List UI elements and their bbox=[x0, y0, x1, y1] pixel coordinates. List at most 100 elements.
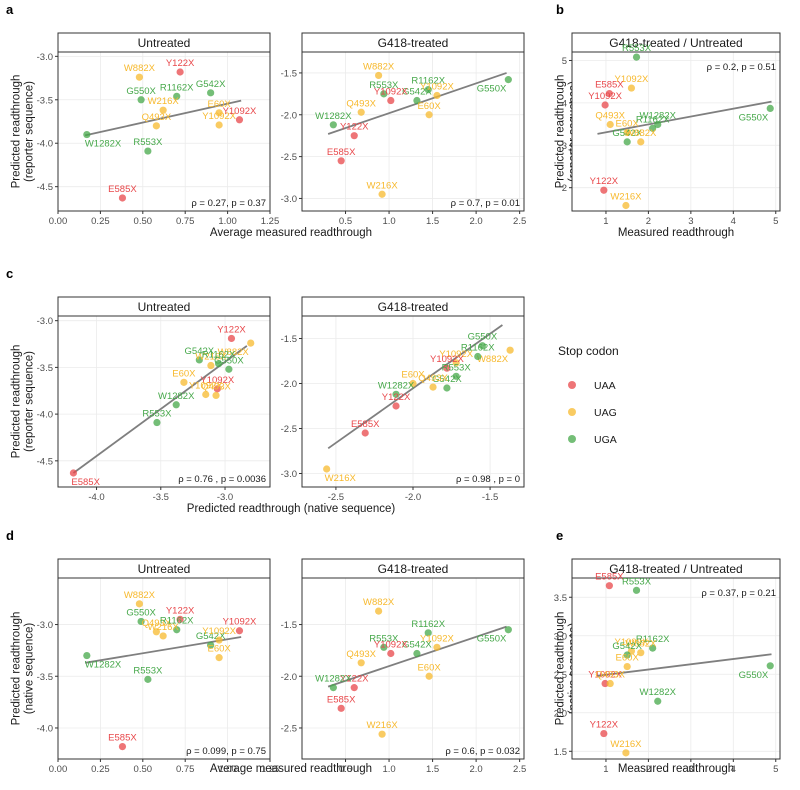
panel-letter: e bbox=[556, 528, 563, 543]
y-tick-label: -3.0 bbox=[37, 52, 53, 63]
x-tick-label: 0.75 bbox=[176, 216, 195, 227]
point-label: G542X bbox=[402, 87, 432, 98]
point-label: Y1092X bbox=[588, 670, 622, 681]
subplot-d-1: G418-treated 0.5 1.0 1.5 2.0 2.5 -2.5 -2.0 -1.5 W… bbox=[281, 558, 526, 775]
point-label: Y1092X bbox=[439, 349, 473, 360]
point-label: Q493X bbox=[142, 618, 172, 629]
point-r1162x bbox=[649, 124, 657, 132]
point-w882x bbox=[506, 346, 514, 354]
panel-letter: d bbox=[6, 528, 14, 543]
y-tick-label: 2 bbox=[562, 183, 567, 194]
point-y122x bbox=[176, 615, 184, 623]
plot-border bbox=[57, 577, 271, 760]
point-label: W1282X bbox=[158, 391, 195, 402]
point-label: R553X bbox=[369, 633, 399, 644]
y-axis: -3.0 -2.5 -2.0 -1.5 bbox=[281, 68, 302, 205]
point-label: W882X bbox=[124, 590, 156, 601]
point-label: Y1092X bbox=[223, 617, 257, 628]
point-y122x bbox=[392, 402, 400, 410]
x-axis: -2.5 -2.0 -1.5 bbox=[328, 487, 498, 503]
fit-line bbox=[84, 636, 242, 664]
point-y1092x bbox=[387, 96, 395, 105]
x-tick-label: 1.25 bbox=[261, 764, 280, 775]
point-label: R1162X bbox=[202, 350, 236, 361]
point-w216x bbox=[378, 730, 386, 738]
y-axis: -4.5 -4.0 -3.5 -3.0 bbox=[37, 52, 58, 193]
point-q493x bbox=[152, 122, 160, 130]
point-label: Y122X bbox=[217, 324, 246, 335]
point-w1282x bbox=[329, 121, 337, 129]
panel-d: d Predicted readthrough (native sequence) A… bbox=[6, 528, 372, 775]
point-e60x bbox=[623, 662, 631, 671]
plot-border bbox=[301, 51, 525, 212]
point-label: G550X bbox=[126, 86, 156, 97]
point-label: W882X bbox=[477, 354, 509, 365]
point-label: G542X bbox=[196, 631, 226, 642]
point-q493x bbox=[606, 120, 614, 129]
panel-c: c Predicted readthrough (reporter sequence… bbox=[6, 266, 395, 515]
point-label: R553X bbox=[442, 362, 472, 373]
point-r1162x bbox=[215, 360, 223, 368]
point-label: R553X bbox=[142, 409, 172, 420]
y-tick-label: -1.5 bbox=[281, 334, 297, 345]
point-r1162x bbox=[424, 629, 432, 637]
x-tick-label: 4 bbox=[731, 216, 736, 227]
point-label: Y1092X bbox=[588, 91, 622, 102]
x-axis-title: Predicted readthrough (native sequence) bbox=[187, 503, 396, 515]
point-label: G542X bbox=[432, 374, 462, 385]
point-e585x bbox=[337, 704, 345, 712]
y-tick-label: -3.0 bbox=[281, 194, 297, 205]
x-tick-label: 1.5 bbox=[426, 764, 439, 775]
x-tick-label: 0.00 bbox=[49, 216, 68, 227]
strip-header: G418-treated bbox=[301, 32, 525, 53]
point-e60x bbox=[623, 128, 631, 137]
point-e585x bbox=[605, 582, 613, 590]
grid-lines bbox=[58, 316, 270, 487]
x-axis-title: Average measured readthrough bbox=[210, 763, 372, 775]
point-q493x bbox=[152, 628, 160, 636]
x-tick-label: 5 bbox=[773, 216, 778, 227]
point-label: Q493X bbox=[142, 112, 172, 123]
x-tick-label: 2.0 bbox=[470, 216, 483, 227]
x-tick-label: 0.75 bbox=[176, 764, 195, 775]
stat-annotation: ρ = 0.6, p = 0.032 bbox=[445, 746, 520, 757]
point-label: Q493X bbox=[595, 111, 625, 122]
y-tick-label: 5 bbox=[562, 56, 567, 67]
x-axis: 0.00 0.25 0.50 0.75 1.00 1.25 bbox=[49, 211, 279, 227]
plot-area bbox=[57, 51, 271, 212]
point-r553x bbox=[144, 147, 152, 155]
plot-area bbox=[301, 51, 525, 212]
x-tick-label: 0.5 bbox=[339, 216, 352, 227]
panel-letter: a bbox=[6, 2, 14, 17]
point-e60x bbox=[425, 672, 433, 680]
point-label: G550X bbox=[477, 634, 507, 645]
x-tick-label: 0.5 bbox=[339, 764, 352, 775]
point-r553x bbox=[632, 53, 641, 61]
point-label: G542X bbox=[196, 79, 226, 90]
x-tick-label: 3 bbox=[688, 216, 693, 227]
point-w882x bbox=[637, 649, 645, 657]
point-e585x bbox=[118, 742, 127, 751]
strip-title: G418-treated bbox=[378, 36, 449, 50]
y-tick-label: -3.0 bbox=[37, 620, 53, 631]
panel-letter: c bbox=[6, 266, 13, 281]
x-axis: -4.0 -3.5 -3.0 bbox=[88, 487, 233, 503]
point-g542x bbox=[207, 641, 215, 649]
y-tick-label: -3.0 bbox=[281, 469, 297, 480]
point-label: E585X bbox=[327, 147, 356, 158]
point-label: Y1092X bbox=[223, 106, 257, 117]
point-e585x bbox=[361, 429, 369, 437]
plot-border bbox=[571, 577, 781, 760]
point-label: W1282X bbox=[315, 111, 352, 122]
point-label: W882X bbox=[625, 639, 657, 650]
point-label: Y122X bbox=[590, 720, 619, 731]
stat-annotation: ρ = 0.2, p = 0.51 bbox=[707, 62, 776, 73]
x-axis: 0.00 0.25 0.50 0.75 1.00 1.25 bbox=[49, 759, 280, 775]
point-w216x bbox=[159, 106, 167, 114]
point-label: Q493X bbox=[418, 373, 448, 384]
y-axis: -4.0 -3.5 -3.0 bbox=[37, 620, 58, 734]
point-label: G542X bbox=[612, 641, 642, 652]
point-g542x bbox=[623, 138, 631, 146]
